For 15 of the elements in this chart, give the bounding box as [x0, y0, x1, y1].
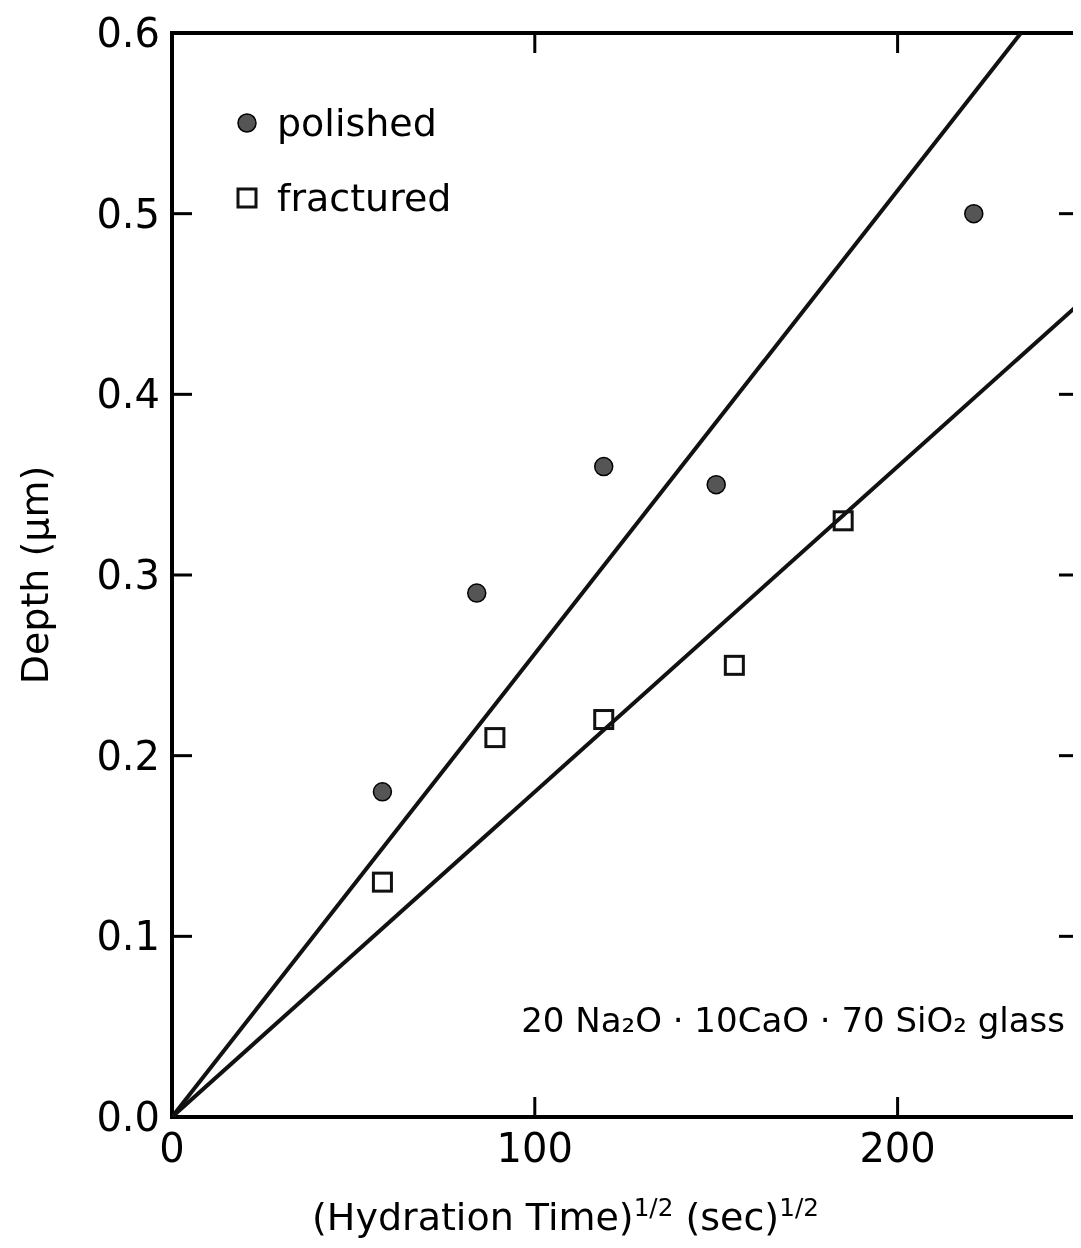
y-tick-label: 0.3 — [96, 552, 160, 598]
x-tick-label: 0 — [159, 1125, 185, 1171]
y-axis-title: Depth (μm) — [13, 465, 57, 685]
legend-label: polished — [277, 101, 437, 146]
y-tick-label: 0.0 — [96, 1094, 160, 1140]
y-tick-label: 0.2 — [96, 732, 160, 779]
legend-label: fractured — [277, 176, 452, 221]
y-tick-label: 0.4 — [96, 371, 160, 418]
y-tick-label: 0.6 — [96, 10, 160, 56]
annotation: 20 Na₂O · 10CaO · 70 SiO₂ glass — [521, 1000, 1065, 1040]
y-tick-label: 0.5 — [96, 190, 160, 237]
x-tick-label: 200 — [859, 1125, 936, 1171]
y-tick-label: 0.1 — [96, 913, 160, 960]
x-axis-title: (Hydration Time)$^{1/2}$ (sec)$^{1/2}$ — [312, 1192, 819, 1239]
x-tick-label: 100 — [496, 1125, 573, 1171]
